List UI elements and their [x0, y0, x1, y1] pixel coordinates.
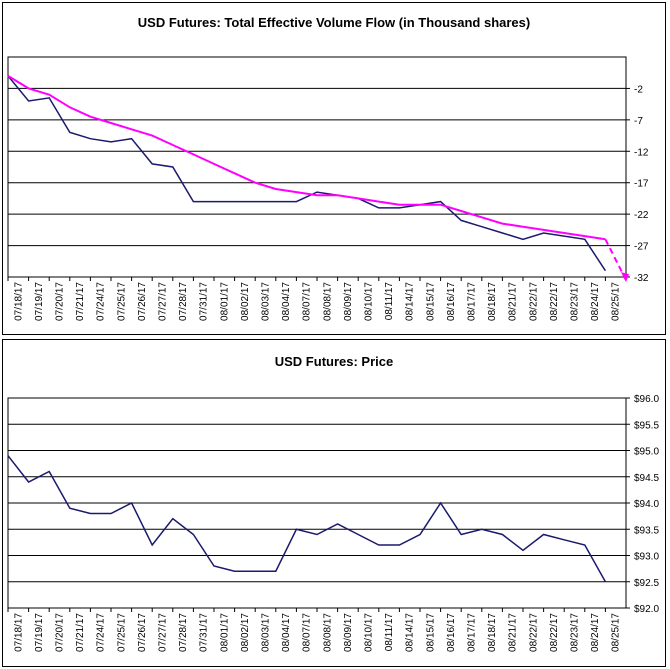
flow-y-tick-label: -32 [634, 273, 649, 284]
flow-x-tick-label: 08/04/17 [281, 282, 292, 321]
price-y-tick-label: $92.5 [634, 578, 659, 589]
price-x-tick-label: 08/22/17 [549, 613, 560, 652]
flow-x-tick-label: 08/23/17 [570, 282, 581, 321]
flow-series-trend [7, 75, 606, 241]
flow-x-tick-label: 08/21/17 [508, 282, 519, 321]
flow-y-tick-label: -22 [634, 210, 649, 221]
flow-y-tick-label: -7 [634, 116, 643, 127]
price-chart-title: USD Futures: Price [274, 354, 394, 369]
price-x-tick-label: 08/03/17 [261, 613, 272, 652]
flow-x-tick-label: 08/07/17 [302, 282, 313, 321]
price-y-tick-label: $95.5 [634, 420, 659, 431]
flow-x-tick-label: 07/27/17 [158, 282, 169, 321]
flow-y-tick-label: -2 [634, 84, 643, 95]
price-x-tick-label: 08/01/17 [219, 613, 230, 652]
flow-plot-area [7, 56, 627, 278]
flow-x-tick-label: 07/20/17 [55, 282, 66, 321]
flow-x-tick-label: 08/11/17 [384, 282, 395, 321]
price-series-price [7, 455, 607, 583]
price-x-tick-label: 08/09/17 [343, 613, 354, 652]
price-y-tick-label: $94.5 [634, 473, 659, 484]
price-x-tick-label: 08/18/17 [487, 613, 498, 652]
price-y-tick-label: $94.0 [634, 499, 659, 510]
flow-x-tick-label: 08/02/17 [240, 282, 251, 321]
flow-x-tick-label: 07/31/17 [199, 282, 210, 321]
price-y-tick-label: $93.0 [634, 552, 659, 563]
price-y-tick-label: $96.0 [634, 394, 659, 405]
price-x-tick-label: 07/28/17 [178, 613, 189, 652]
flow-x-tick-label: 07/26/17 [137, 282, 148, 321]
flow-y-tick-label: -27 [634, 242, 649, 253]
price-x-tick-label: 07/18/17 [13, 613, 24, 652]
price-x-tick-label: 08/17/17 [467, 613, 478, 652]
flow-x-tick-label: 07/18/17 [13, 282, 24, 321]
flow-x-tick-label: 08/24/17 [590, 282, 601, 321]
flow-x-tick-label: 07/28/17 [178, 282, 189, 321]
flow-x-tick-label: 08/15/17 [425, 282, 436, 321]
price-x-tick-label: 07/31/17 [199, 613, 210, 652]
price-x-tick-label: 08/16/17 [446, 613, 457, 652]
price-x-tick-label: 07/24/17 [96, 613, 107, 652]
flow-x-tick-label: 08/09/17 [343, 282, 354, 321]
price-x-tick-label: 08/07/17 [302, 613, 313, 652]
price-x-tick-label: 07/19/17 [34, 613, 45, 652]
price-x-tick-label: 07/27/17 [158, 613, 169, 652]
flow-series-trend-projection [604, 238, 627, 281]
price-y-tick-label: $92.0 [634, 604, 659, 615]
price-x-tick-label: 08/04/17 [281, 613, 292, 652]
price-x-tick-label: 08/02/17 [240, 613, 251, 652]
volume-flow-chart-title: USD Futures: Total Effective Volume Flow… [137, 15, 531, 30]
price-x-tick-label: 08/15/17 [425, 613, 436, 652]
price-x-tick-label: 08/21/17 [508, 613, 519, 652]
price-x-tick-label: 08/23/17 [570, 613, 581, 652]
flow-x-tick-label: 07/24/17 [96, 282, 107, 321]
price-x-tick-label: 08/25/17 [611, 613, 622, 652]
flow-x-tick-label: 07/21/17 [75, 282, 86, 321]
flow-x-tick-label: 07/25/17 [116, 282, 127, 321]
flow-x-tick-label: 08/16/17 [446, 282, 457, 321]
flow-y-tick-label: -17 [634, 179, 649, 190]
price-x-tick-label: 07/25/17 [116, 613, 127, 652]
flow-x-tick-label: 08/18/17 [487, 282, 498, 321]
price-x-tick-label: 07/20/17 [55, 613, 66, 652]
flow-x-tick-label: 08/10/17 [364, 282, 375, 321]
price-x-tick-label: 08/24/17 [590, 613, 601, 652]
flow-y-tick-label: -12 [634, 147, 649, 158]
flow-series-volume-flow [7, 75, 607, 272]
flow-x-tick-label: 08/25/17 [611, 282, 622, 321]
price-y-tick-label: $93.5 [634, 525, 659, 536]
flow-x-tick-label: 08/01/17 [219, 282, 230, 321]
flow-x-tick-label: 08/08/17 [322, 282, 333, 321]
price-x-tick-label: 07/26/17 [137, 613, 148, 652]
flow-x-tick-label: 08/03/17 [261, 282, 272, 321]
price-x-tick-label: 08/10/17 [364, 613, 375, 652]
flow-x-tick-label: 08/22/17 [528, 282, 539, 321]
flow-x-tick-label: 07/19/17 [34, 282, 45, 321]
price-x-tick-label: 08/08/17 [322, 613, 333, 652]
price-x-tick-label: 08/22/17 [528, 613, 539, 652]
flow-projection-arrowhead [621, 272, 629, 283]
flow-x-tick-label: 08/14/17 [405, 282, 416, 321]
price-y-tick-label: $95.0 [634, 447, 659, 458]
flow-x-tick-label: 08/17/17 [467, 282, 478, 321]
price-x-tick-label: 08/14/17 [405, 613, 416, 652]
flow-x-tick-label: 08/22/17 [549, 282, 560, 321]
price-x-tick-label: 08/11/17 [384, 613, 395, 652]
price-x-tick-label: 07/21/17 [75, 613, 86, 652]
